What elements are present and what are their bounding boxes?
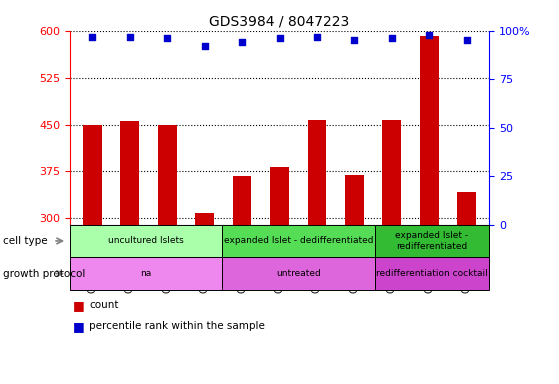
Text: expanded Islet -
redifferentiated: expanded Islet - redifferentiated <box>395 231 468 251</box>
Text: growth protocol: growth protocol <box>3 268 85 279</box>
Title: GDS3984 / 8047223: GDS3984 / 8047223 <box>210 14 349 28</box>
Bar <box>120 121 139 384</box>
Point <box>387 35 396 41</box>
Point <box>312 33 321 40</box>
Text: expanded Islet - dedifferentiated: expanded Islet - dedifferentiated <box>224 237 373 245</box>
Bar <box>195 214 214 384</box>
Text: na: na <box>140 269 151 278</box>
Point <box>425 31 434 38</box>
Bar <box>345 175 364 384</box>
Point <box>462 37 471 43</box>
Point <box>350 37 359 43</box>
Bar <box>83 125 102 384</box>
Point <box>238 39 247 45</box>
Text: percentile rank within the sample: percentile rank within the sample <box>89 321 266 331</box>
Point <box>200 43 209 49</box>
Text: ■: ■ <box>73 299 84 312</box>
Text: untreated: untreated <box>276 269 321 278</box>
Bar <box>420 36 439 384</box>
Point <box>88 33 97 40</box>
Bar <box>307 119 326 384</box>
Text: uncultured Islets: uncultured Islets <box>108 237 184 245</box>
Point <box>163 35 172 41</box>
Bar <box>233 177 252 384</box>
Point <box>125 33 134 40</box>
Text: ■: ■ <box>73 320 84 333</box>
Text: redifferentiation cocktail: redifferentiation cocktail <box>376 269 488 278</box>
Text: cell type: cell type <box>3 236 48 246</box>
Bar <box>457 192 476 384</box>
Bar <box>382 119 401 384</box>
Point <box>275 35 284 41</box>
Text: count: count <box>89 300 119 310</box>
Bar <box>270 167 289 384</box>
Bar <box>158 124 177 384</box>
